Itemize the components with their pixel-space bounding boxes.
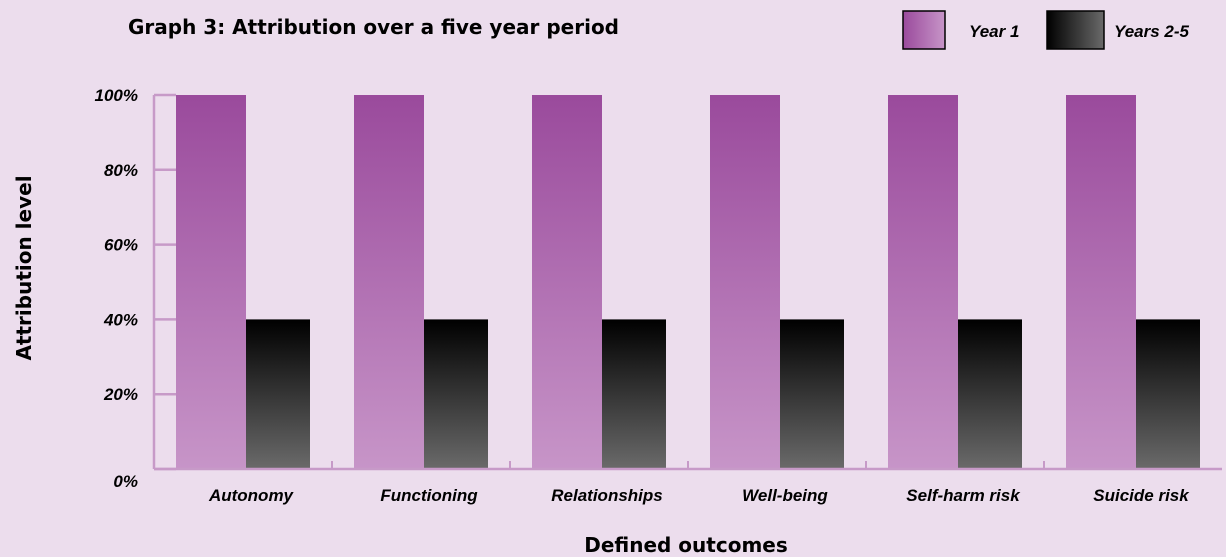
legend-label-year-1: Year 1 bbox=[969, 22, 1019, 41]
bar-years-2-5 bbox=[1136, 319, 1200, 469]
x-axis-title: Defined outcomes bbox=[584, 533, 788, 557]
legend-swatch-year-1 bbox=[902, 10, 946, 50]
x-axis: Autonomy Functioning Relationships Well-bei… bbox=[154, 461, 1222, 505]
legend-swatch-years-2-5 bbox=[1046, 10, 1105, 50]
bar-year-1 bbox=[888, 95, 958, 469]
y-axis-title: Attribution level bbox=[12, 175, 36, 360]
bar-years-2-5 bbox=[246, 319, 310, 469]
y-tick-label: 0% bbox=[113, 472, 138, 491]
y-tick-label: 80% bbox=[104, 161, 138, 180]
x-tick-label: Well-being bbox=[742, 486, 828, 505]
x-tick-label: Suicide risk bbox=[1093, 486, 1190, 505]
bar-years-2-5 bbox=[780, 319, 844, 469]
legend-label-years-2-5: Years 2-5 bbox=[1114, 22, 1190, 41]
bar-year-1 bbox=[354, 95, 424, 469]
x-tick-label: Self-harm risk bbox=[906, 486, 1021, 505]
y-tick-label: 20% bbox=[103, 385, 138, 404]
bar-years-2-5 bbox=[602, 319, 666, 469]
y-tick-label: 40% bbox=[103, 310, 138, 329]
chart-title: Graph 3: Attribution over a five year pe… bbox=[128, 15, 619, 39]
bar-years-2-5 bbox=[958, 319, 1022, 469]
bar-years-2-5 bbox=[424, 319, 488, 469]
y-tick-label: 100% bbox=[95, 86, 138, 105]
bar-year-1 bbox=[532, 95, 602, 469]
bars bbox=[176, 95, 1200, 469]
x-tick-label: Relationships bbox=[551, 486, 662, 505]
bar-year-1 bbox=[1066, 95, 1136, 469]
y-tick-label: 60% bbox=[104, 236, 138, 255]
bar-year-1 bbox=[710, 95, 780, 469]
bar-year-1 bbox=[176, 95, 246, 469]
legend: Year 1 Years 2-5 bbox=[902, 10, 1190, 50]
x-tick-label: Autonomy bbox=[208, 486, 295, 505]
x-tick-label: Functioning bbox=[380, 486, 478, 505]
y-axis: 0% 20% 40% 60% 80% 100% bbox=[95, 86, 176, 491]
